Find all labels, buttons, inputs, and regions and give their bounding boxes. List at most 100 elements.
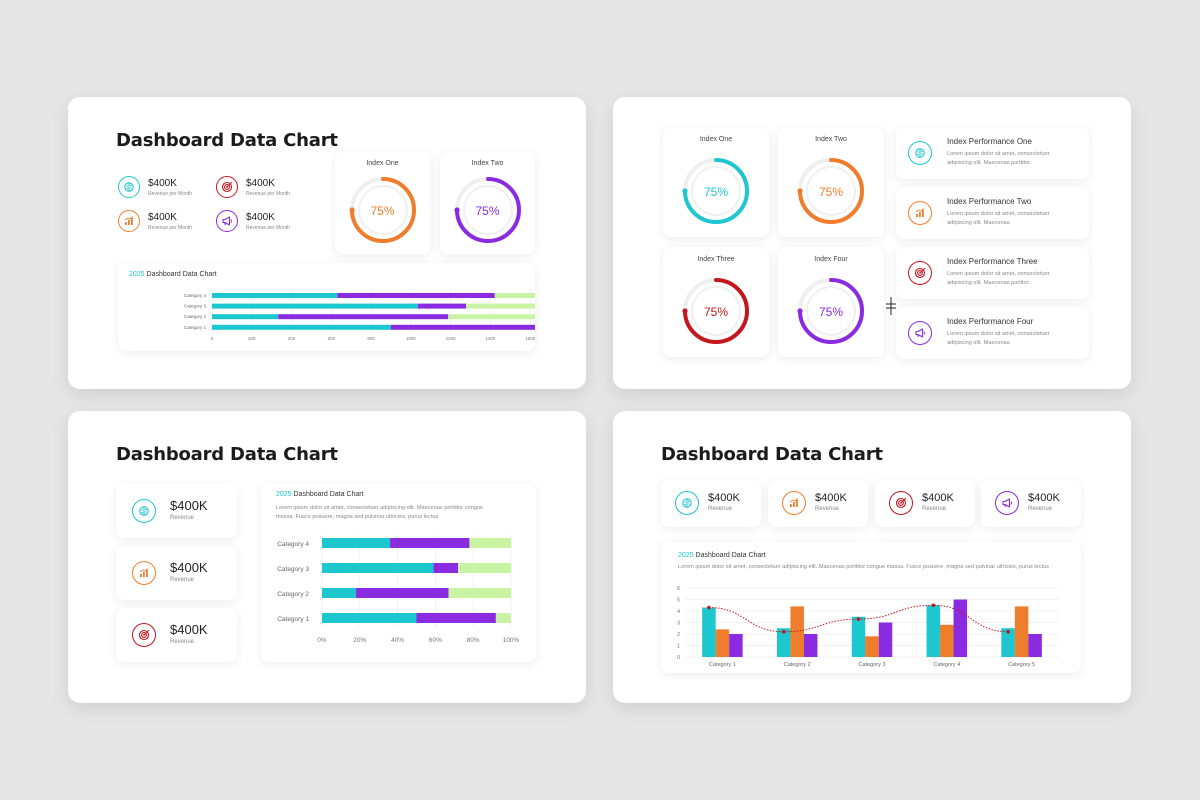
bar — [212, 314, 279, 320]
bar — [322, 563, 434, 573]
bar-chart-icon — [118, 210, 140, 232]
chart-title: 2025 Dashboard Data Chart — [678, 552, 766, 559]
ring-progress — [350, 177, 416, 243]
trend-point — [1006, 629, 1010, 634]
slide-3: Dashboard Data Chart $400K Revenue $400K… — [68, 411, 586, 703]
kpi-label: Revenue per Month — [148, 225, 192, 231]
stacked-bar-chart: 0% 20% 40% 60% 80% 100% Category 4 Category 3 Ca… — [277, 534, 520, 644]
ring-end-dot — [454, 207, 460, 213]
ring-percent: 75% — [475, 204, 500, 218]
category-label: Category 2 — [277, 591, 309, 598]
target-icon — [908, 261, 932, 285]
kpi-label: Revenue — [1028, 506, 1053, 512]
tick-label: 0% — [317, 637, 327, 644]
tick-label: 4 — [677, 609, 680, 615]
bar — [702, 607, 716, 657]
bar — [448, 588, 511, 598]
slide-4: Dashboard Data Chart $400K Revenue $400K… — [613, 411, 1131, 703]
trend-point — [781, 629, 786, 634]
tick-label: 20% — [353, 637, 366, 644]
tick-label: 5 — [677, 598, 680, 604]
ring-end-dot — [349, 207, 355, 213]
kpi-value: $400K — [170, 498, 208, 513]
bar-chart-icon — [132, 561, 156, 585]
tick-label: 0 — [677, 655, 680, 661]
tick-label: 600 — [328, 336, 336, 341]
page-title: Dashboard Data Chart — [116, 444, 338, 465]
index-card: Index Two 75% — [778, 127, 884, 237]
kpi-label: Revenue — [170, 515, 195, 521]
bar — [953, 599, 968, 657]
bar — [940, 624, 954, 657]
bar — [495, 613, 511, 623]
ring-inner — [806, 166, 856, 216]
ring-percent: 75% — [818, 185, 844, 199]
performance-title: Index Performance Two — [947, 197, 1032, 206]
target-icon — [132, 623, 156, 647]
bar — [466, 303, 535, 309]
bar — [790, 606, 804, 657]
kpi-card: $400K Revenue — [981, 480, 1081, 527]
kpi-card: $400K Revenue — [875, 480, 975, 527]
bar-chart-icon — [908, 201, 932, 225]
performance-card: Index Performance One Lorem ipsum dolor … — [896, 127, 1089, 179]
kpi-value: $400K — [922, 492, 954, 504]
kpi-card: $400K Revenue — [116, 608, 237, 662]
kpi-card: $400K Revenue — [116, 484, 237, 538]
megaphone-icon — [216, 210, 238, 232]
bar — [776, 628, 791, 657]
bar — [448, 314, 535, 320]
ring-progress — [683, 278, 749, 344]
tick-label: 800 — [367, 336, 375, 341]
tick-label: 2 — [677, 632, 680, 638]
ring-gauge — [797, 278, 864, 344]
category-label: Category 4 — [277, 541, 309, 548]
page-title: Dashboard Data Chart — [116, 130, 338, 151]
bar — [391, 324, 535, 330]
kpi-label: Revenue — [922, 506, 947, 512]
category-label: Category 5 — [1008, 662, 1035, 668]
ring-progress — [798, 158, 864, 224]
kpi-card: $400K Revenue — [116, 546, 237, 600]
bar — [356, 588, 449, 598]
bar — [803, 634, 818, 657]
index-label: Index Three — [697, 256, 735, 263]
slide-2: Index One 75% Index Two 75% Index Three … — [613, 97, 1131, 389]
category-label: Category 3 — [184, 304, 207, 309]
trend-point — [707, 605, 711, 610]
ring-gauge — [682, 158, 749, 224]
column-chart: 0 1 2 3 4 5 6 Category 1 Category 2 Category 3 Cat… — [677, 586, 1059, 668]
category-label: Category 1 — [277, 616, 309, 623]
index-card: Index Two 75% — [440, 152, 535, 254]
ring-gauge — [797, 158, 864, 224]
bar — [322, 538, 391, 548]
bar — [715, 629, 730, 657]
ring-inner — [358, 185, 408, 235]
tick-label: 3 — [677, 621, 680, 627]
bar — [433, 563, 459, 573]
chart-card: 2025 Dashboard Data Chart Lorem ipsum do… — [261, 484, 536, 662]
bar — [878, 622, 893, 657]
tick-label: 1 — [677, 644, 680, 650]
category-label: Category 3 — [859, 662, 886, 668]
chart-title: 2025 Dashboard Data Chart — [129, 271, 217, 278]
performance-description: Lorem ipsum dolor sit amet, consectetuer… — [947, 151, 1050, 166]
chart-title: 2025 Dashboard Data Chart — [276, 491, 364, 498]
chart-description: Lorem ipsum dolor sit amet, consectetuer… — [678, 564, 1049, 570]
stacked-bar-chart: 020040060080010001200140016001800Categor… — [184, 289, 535, 341]
kpi-card: $400K Revenue — [768, 480, 868, 527]
tick-label: 1000 — [406, 336, 417, 341]
bar — [212, 303, 418, 309]
tick-label: 60% — [429, 637, 442, 644]
tick-label: 40% — [391, 637, 404, 644]
performance-card: Index Performance Two Lorem ipsum dolor … — [896, 187, 1089, 239]
performance-card: Index Performance Three Lorem ipsum dolo… — [896, 247, 1089, 299]
bar — [212, 324, 391, 330]
category-label: Category 3 — [277, 566, 309, 573]
bar — [322, 588, 357, 598]
ring-percent: 75% — [703, 185, 729, 199]
kpi-value: $400K — [170, 560, 208, 575]
bar — [1028, 634, 1042, 657]
performance-card: Index Performance Four Lorem ipsum dolor… — [896, 307, 1089, 359]
resize-cursor-icon — [886, 297, 896, 315]
